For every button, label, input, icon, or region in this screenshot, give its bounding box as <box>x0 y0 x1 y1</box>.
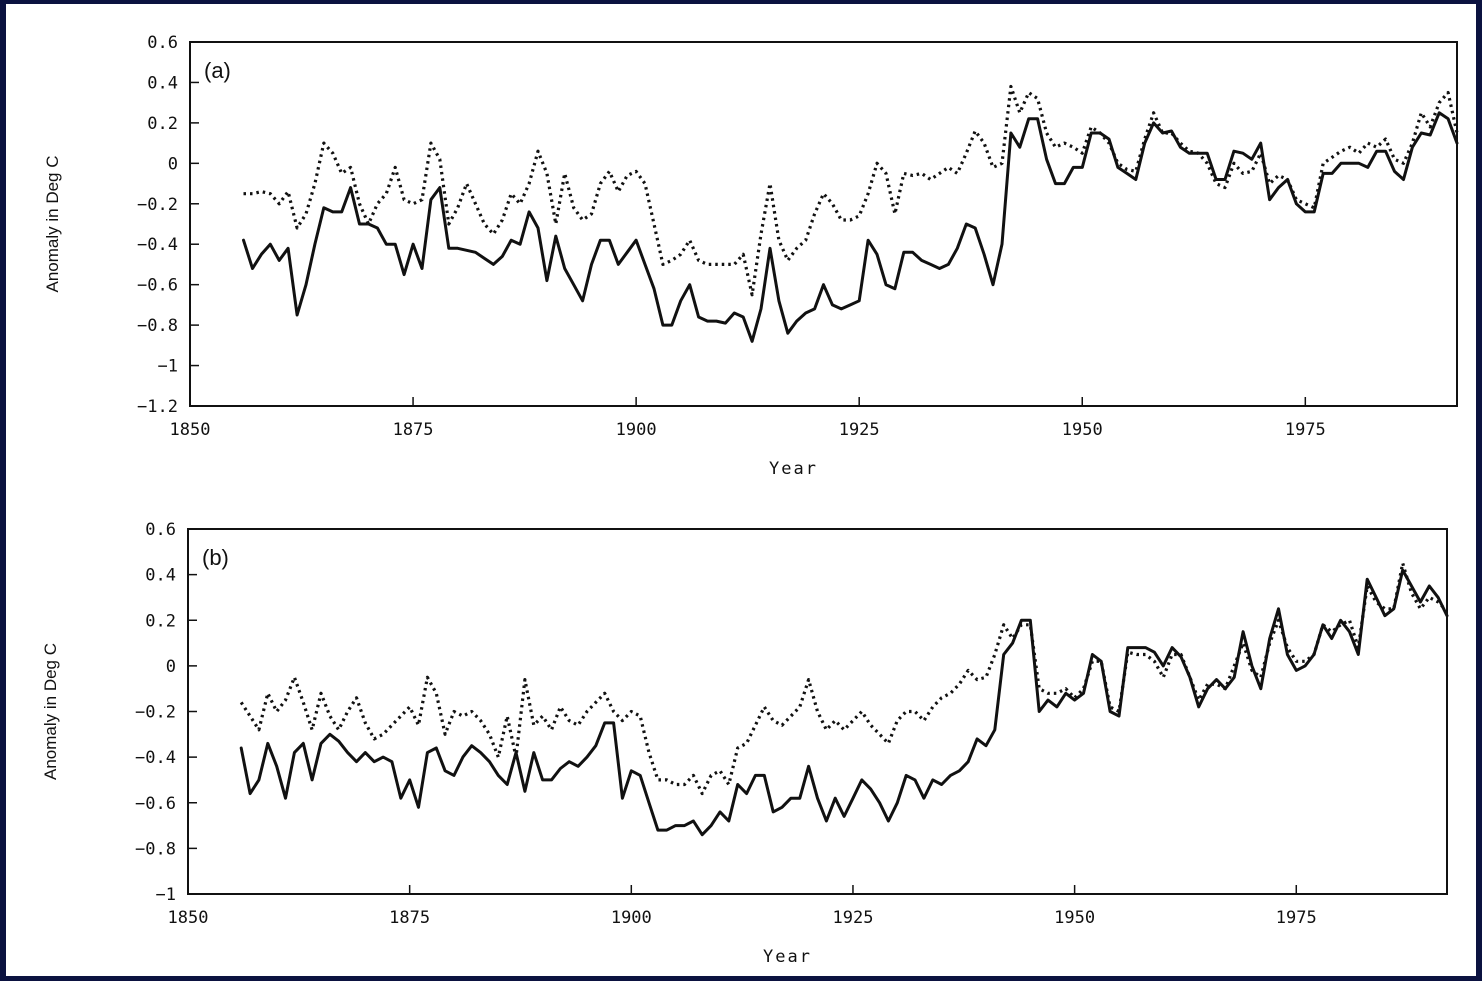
x-tick-label: 1875 <box>389 908 430 928</box>
panel-label: (b) <box>202 545 229 570</box>
y-tick-label: −0.2 <box>135 703 176 723</box>
solid-series-line <box>242 111 1459 343</box>
x-tick-label: 1850 <box>170 420 211 440</box>
chart-figure: 1850 1875 1900 1925 1950 1975 0.6 0.4 0.2 0 −0.2 −0… <box>41 33 1459 967</box>
x-tick-label: 1900 <box>616 420 657 440</box>
x-tick-label: 1925 <box>839 420 880 440</box>
y-tick-label: −0.4 <box>137 235 178 255</box>
solid-series-line <box>239 568 1449 837</box>
y-tick-label: −1 <box>158 357 178 377</box>
y-axis-title: Anomaly in Deg C <box>43 155 62 292</box>
x-tick-label: 1925 <box>832 908 873 928</box>
x-tick-label: 1875 <box>393 420 434 440</box>
y-tick-label: 0.2 <box>147 114 178 134</box>
y-tick-label: 0.2 <box>145 611 176 631</box>
y-tick-label: −1 <box>156 885 176 905</box>
y-tick-label: 0 <box>166 657 176 677</box>
y-tick-label: −0.6 <box>135 794 176 814</box>
y-tick-label: −0.8 <box>135 839 176 859</box>
dotted-series-line <box>239 561 1449 796</box>
plot-area-a <box>189 41 1458 407</box>
y-tick-label: −0.4 <box>135 748 176 768</box>
y-tick-label: −0.6 <box>137 276 178 296</box>
x-tick-label: 1975 <box>1276 908 1317 928</box>
y-axis-title: Anomaly in Deg C <box>41 643 60 780</box>
y-tick-label: 0.4 <box>145 566 176 586</box>
y-tick-label: −1.2 <box>137 397 178 417</box>
x-tick-label: 1900 <box>611 908 652 928</box>
y-tick-label: 0.4 <box>147 73 178 93</box>
y-tick-label: 0 <box>168 154 178 174</box>
dotted-series-line <box>243 84 1459 297</box>
x-tick-label: 1975 <box>1285 420 1326 440</box>
y-tick-label: 0.6 <box>147 33 178 53</box>
y-tick-label: −0.2 <box>137 195 178 215</box>
y-tick-label: 0.6 <box>145 520 176 540</box>
x-tick-label: 1950 <box>1054 908 1095 928</box>
x-axis-title: Year <box>763 947 812 967</box>
x-tick-label: 1950 <box>1062 420 1103 440</box>
plot-area-b <box>187 528 1448 895</box>
figure-frame: 1850 1875 1900 1925 1950 1975 0.6 0.4 0.2 0 −0.2 −0… <box>6 4 1476 976</box>
x-tick-label: 1850 <box>168 908 209 928</box>
x-axis-title: Year <box>769 459 818 479</box>
panel-label: (a) <box>204 58 231 83</box>
y-tick-label: −0.8 <box>137 316 178 336</box>
